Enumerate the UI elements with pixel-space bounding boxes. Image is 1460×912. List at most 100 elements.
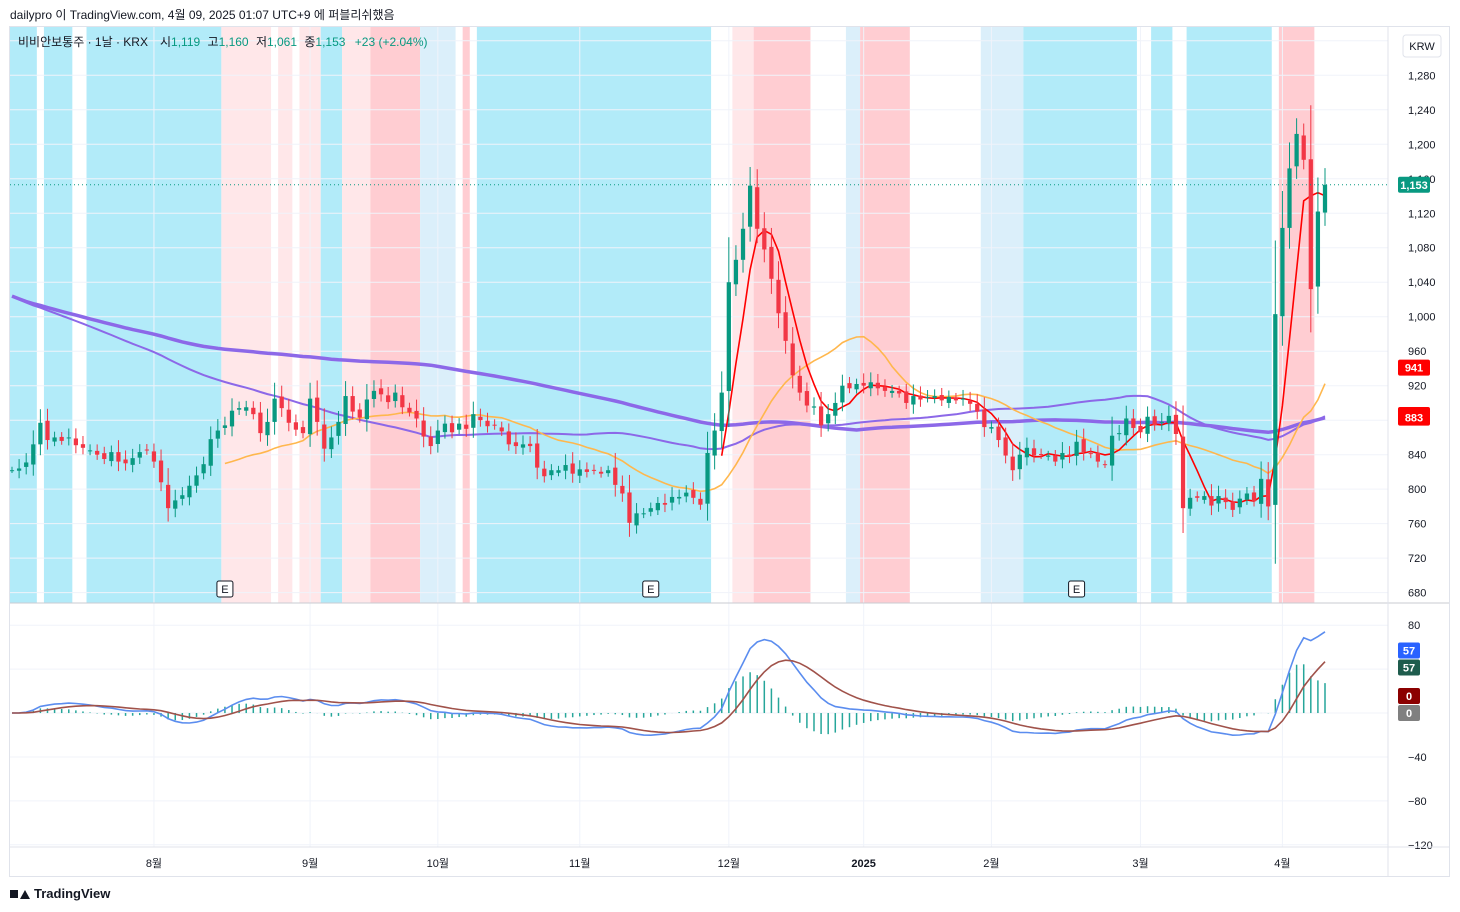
candle-body [1109, 435, 1115, 466]
candle-body [847, 383, 852, 389]
tradingview-brand[interactable]: TradingView [10, 886, 110, 901]
price-tick-label: 760 [1408, 519, 1426, 531]
candle-body [116, 452, 121, 462]
legend-low: 1,061 [267, 35, 297, 49]
candle-body [1138, 425, 1143, 433]
currency-button[interactable]: KRW [1402, 34, 1442, 58]
candle-body [968, 400, 973, 404]
candle-body [109, 452, 114, 462]
legend-high-label: 고 [208, 35, 219, 49]
candle-body [102, 453, 107, 459]
candle-body [762, 228, 767, 250]
zone-bull-light [845, 27, 861, 603]
candle-body [1280, 227, 1285, 317]
zone-bear [860, 27, 910, 603]
candle-body [471, 414, 476, 428]
candle-body [520, 444, 526, 448]
background-zones [8, 27, 1315, 603]
candle-body [1053, 455, 1058, 462]
candle-body [52, 437, 57, 442]
macd-tag: 0 [1406, 691, 1412, 703]
candle-body [634, 513, 639, 526]
candle-body [343, 396, 348, 424]
candle-body [1266, 479, 1271, 507]
macd-tick-label: −40 [1408, 752, 1427, 764]
macd-tag: 57 [1403, 662, 1415, 674]
candle-body [1102, 464, 1108, 466]
candle-body [173, 500, 178, 509]
candle-body [1145, 416, 1150, 434]
candle-body [726, 282, 731, 392]
legend-symbol: 비비안보통주 · 1날 · KRX [18, 35, 148, 49]
price-tick-label: 680 [1408, 588, 1426, 600]
candle-body [87, 450, 93, 452]
legend-change: +23 (+2.04%) [355, 35, 428, 49]
candle-body [755, 187, 760, 229]
candle-body [989, 427, 994, 429]
candle-body [229, 410, 235, 427]
candle-body [535, 443, 540, 468]
candle-body [187, 485, 192, 498]
candle-body [1067, 454, 1072, 457]
price-tick-label: 960 [1408, 346, 1426, 358]
candle-body [577, 469, 582, 476]
price-tick-label: 720 [1408, 553, 1426, 565]
candle-body [158, 460, 164, 483]
candle-body [747, 185, 753, 227]
candle-body [137, 452, 142, 458]
price-tick-label: 800 [1408, 484, 1426, 496]
zone-bear [462, 27, 470, 603]
candle-body [1258, 478, 1264, 504]
zone-bull [8, 27, 37, 603]
candle-body [1017, 454, 1022, 470]
candle-body [1117, 433, 1122, 435]
candle-body [975, 403, 980, 412]
candle-body [797, 375, 802, 393]
candle-body [464, 424, 469, 429]
legend-open: 1,119 [171, 35, 200, 49]
candle-body [1166, 415, 1171, 423]
macd-line [11, 631, 1326, 737]
candle-body [1131, 418, 1136, 428]
tradingview-logo-icon [10, 888, 30, 900]
candle-body [570, 463, 575, 474]
candle-body [811, 406, 817, 408]
legend: 비비안보통주 · 1날 · KRX 시1,119 고1,160 저1,061 종… [18, 35, 428, 49]
candle-body [378, 388, 384, 395]
price-tick-label: 1,200 [1408, 139, 1436, 151]
candle-body [95, 450, 100, 455]
candle-body [130, 458, 135, 465]
chart-canvas[interactable]: EEE 6807207608008408809209601,0001,0401,… [8, 27, 1449, 876]
candle-body [613, 467, 618, 485]
candle-body [1322, 184, 1328, 213]
legend-close: 1,153 [315, 35, 345, 49]
macd-tick-label: 80 [1408, 620, 1420, 632]
candle-body [414, 410, 419, 419]
earnings-marker: E [647, 584, 654, 596]
candle-body [457, 423, 462, 430]
candle-body [350, 396, 355, 412]
candle-body [329, 437, 334, 450]
candle-body [982, 409, 987, 428]
candle-body [478, 416, 483, 421]
candle-body [222, 425, 228, 428]
candle-body [641, 513, 646, 515]
time-tick-label: 10월 [427, 857, 449, 870]
candle-body [272, 398, 277, 422]
candle-body [393, 392, 398, 402]
earnings-marker: E [221, 584, 228, 596]
candle-body [66, 437, 71, 439]
candle-body [698, 498, 703, 505]
candle-body [428, 436, 433, 447]
last-price-tag-bg [1398, 176, 1430, 193]
candle-body [1294, 133, 1299, 167]
chart-frame[interactable]: EEE 6807207608008408809209601,0001,0401,… [8, 26, 1450, 877]
time-tick-label: 2025 [851, 858, 875, 870]
candle-body [322, 424, 327, 449]
candle-body [485, 420, 490, 427]
price-tick-label: 1,080 [1408, 243, 1436, 255]
candle-body [1301, 135, 1306, 160]
macd-tag-bg [1398, 688, 1420, 705]
candle-body [1124, 418, 1129, 436]
candle-body [542, 468, 547, 477]
